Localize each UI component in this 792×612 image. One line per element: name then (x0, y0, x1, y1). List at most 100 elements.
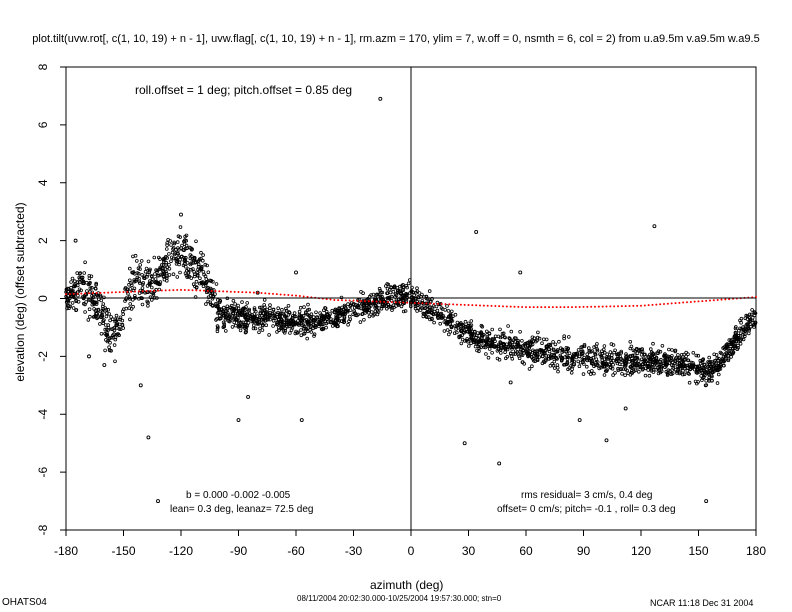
data-point (360, 300, 365, 304)
data-point (136, 266, 141, 271)
data-point (664, 369, 669, 374)
data-point (182, 239, 186, 244)
data-point (114, 323, 118, 328)
data-point (285, 324, 289, 329)
data-point (148, 281, 153, 285)
data-point (282, 320, 286, 325)
data-point (530, 364, 534, 369)
data-point (113, 359, 117, 364)
data-point (658, 359, 662, 364)
data-point (254, 309, 258, 314)
data-point (406, 281, 411, 286)
data-point (215, 329, 220, 334)
axis-ticks: -180 -150 -120 -90 -60 -30 0 30 60 90 120 150 180-8-… (36, 63, 766, 558)
x-tick-label: -120 (169, 544, 193, 558)
data-point (595, 342, 599, 346)
data-point (128, 278, 132, 283)
data-point (71, 306, 76, 310)
data-point (529, 339, 534, 343)
data-point (96, 308, 101, 313)
data-point (687, 380, 692, 385)
fit-dot (183, 288, 186, 291)
data-point (652, 357, 656, 361)
fit-dot (540, 306, 543, 309)
data-point (161, 257, 166, 262)
data-point (232, 315, 237, 319)
data-point (271, 316, 276, 321)
data-point (291, 322, 296, 326)
data-point (555, 349, 560, 354)
data-point (199, 250, 203, 255)
data-point (562, 336, 566, 341)
data-point (352, 305, 357, 310)
data-point (86, 318, 91, 322)
data-point (701, 358, 705, 362)
data-point (662, 353, 667, 358)
data-point (94, 281, 98, 286)
data-point (305, 336, 310, 341)
data-point (676, 353, 680, 357)
data-point (455, 320, 460, 325)
data-point (93, 286, 98, 291)
data-point (753, 321, 758, 326)
fit-dot (206, 289, 209, 292)
fit-dot (249, 291, 251, 294)
data-point (103, 323, 108, 327)
data-point (504, 342, 509, 347)
data-point (657, 364, 662, 369)
data-point (430, 317, 434, 322)
data-point (138, 281, 142, 285)
data-point (113, 337, 118, 342)
fit-dot (601, 305, 604, 308)
fit-dot (176, 288, 179, 291)
data-point (369, 310, 374, 314)
data-point (445, 319, 449, 324)
data-point (671, 364, 676, 368)
data-point (582, 344, 587, 349)
data-point (243, 322, 248, 327)
data-point (164, 260, 169, 265)
fit-dot (586, 305, 589, 308)
data-point (459, 341, 464, 346)
data-point (398, 291, 403, 296)
data-point (587, 350, 592, 354)
fit-dot (141, 290, 144, 293)
data-point (501, 342, 506, 347)
fit-dot (114, 291, 117, 294)
outlier-point (378, 96, 383, 101)
data-point (715, 356, 720, 361)
data-point (481, 338, 485, 343)
data-point (347, 314, 352, 319)
data-point (551, 340, 555, 344)
data-point (484, 340, 489, 345)
fit-dot (705, 299, 708, 302)
fit-dot (709, 299, 711, 302)
data-point (585, 358, 590, 363)
data-point (308, 319, 313, 323)
data-point (100, 308, 105, 313)
fit-dot (429, 302, 432, 305)
data-point (465, 329, 469, 334)
data-point (707, 377, 711, 382)
data-point (299, 328, 303, 332)
data-point (121, 326, 125, 330)
data-point (332, 310, 337, 315)
data-point (646, 368, 650, 372)
data-point (659, 357, 663, 362)
data-point (544, 337, 549, 342)
data-point (281, 325, 285, 330)
fit-dot (571, 306, 573, 309)
data-point (380, 304, 384, 309)
data-point (141, 281, 146, 285)
data-point (572, 359, 576, 364)
data-point (439, 316, 444, 320)
data-point (393, 292, 398, 296)
data-point (710, 362, 715, 366)
data-point (337, 308, 342, 312)
data-point (176, 234, 181, 239)
y-tick-label: -6 (36, 466, 50, 477)
data-point (618, 366, 623, 371)
data-point (587, 370, 591, 374)
data-point (619, 349, 623, 354)
data-point (146, 259, 151, 264)
